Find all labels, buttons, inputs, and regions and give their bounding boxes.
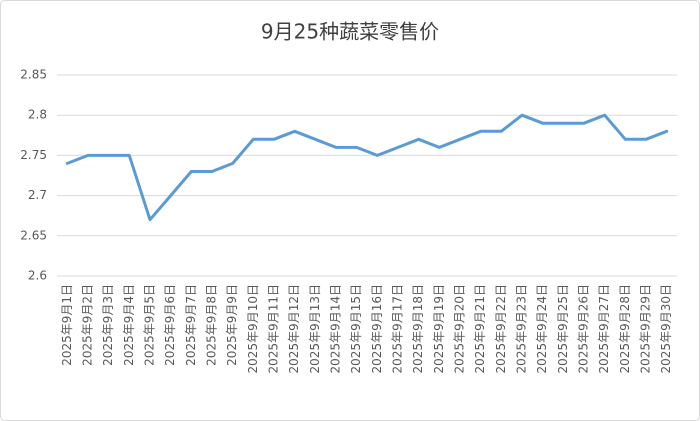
y-tick-label: 2.8 [28, 108, 47, 122]
x-tick-label: 2025年9月16日 [370, 284, 384, 373]
x-tick-label: 2025年9月29日 [639, 284, 653, 373]
x-tick-label: 2025年9月12日 [287, 284, 301, 373]
x-tick-label: 2025年9月18日 [411, 284, 425, 373]
x-tick-label: 2025年9月25日 [556, 284, 570, 373]
x-tick-label: 2025年9月24日 [535, 284, 549, 373]
x-tick-label: 2025年9月14日 [329, 284, 343, 373]
x-tick-label: 2025年9月9日 [225, 284, 239, 366]
x-tick-label: 2025年9月1日 [60, 284, 74, 366]
x-tick-label: 2025年9月19日 [432, 284, 446, 373]
y-tick-label: 2.7 [28, 188, 47, 202]
x-tick-label: 2025年9月6日 [163, 284, 177, 366]
x-tick-label: 2025年9月13日 [308, 284, 322, 373]
x-tick-label: 2025年9月4日 [122, 284, 136, 366]
x-tick-label: 2025年9月26日 [577, 284, 591, 373]
x-tick-label: 2025年9月8日 [205, 284, 219, 366]
x-tick-label: 2025年9月23日 [515, 284, 529, 373]
x-tick-label: 2025年9月7日 [184, 284, 198, 366]
line [65, 113, 669, 222]
x-tick-label: 2025年9月20日 [453, 284, 467, 373]
x-tick-label: 2025年9月11日 [267, 284, 281, 373]
x-tick-label: 2025年9月3日 [101, 284, 115, 366]
x-tick-label: 2025年9月2日 [81, 284, 95, 366]
x-tick-label: 2025年9月15日 [349, 284, 363, 373]
y-tick-label: 2.85 [20, 68, 47, 82]
chart-title: 9月25种蔬菜零售价 [261, 20, 439, 44]
y-tick-label: 2.65 [20, 228, 47, 242]
x-tick-label: 2025年9月5日 [143, 284, 157, 366]
x-tick-label: 2025年9月27日 [597, 284, 611, 373]
x-tick-label: 2025年9月10日 [246, 284, 260, 373]
y-tick-label: 2.75 [20, 148, 47, 162]
x-tick-label: 2025年9月21日 [473, 284, 487, 373]
x-tick-label: 2025年9月22日 [494, 284, 508, 373]
x-tick-label: 2025年9月30日 [659, 284, 673, 373]
x-tick-label: 2025年9月28日 [618, 284, 632, 373]
x-tick-label: 2025年9月17日 [391, 284, 405, 373]
y-tick-label: 2.6 [28, 269, 47, 283]
